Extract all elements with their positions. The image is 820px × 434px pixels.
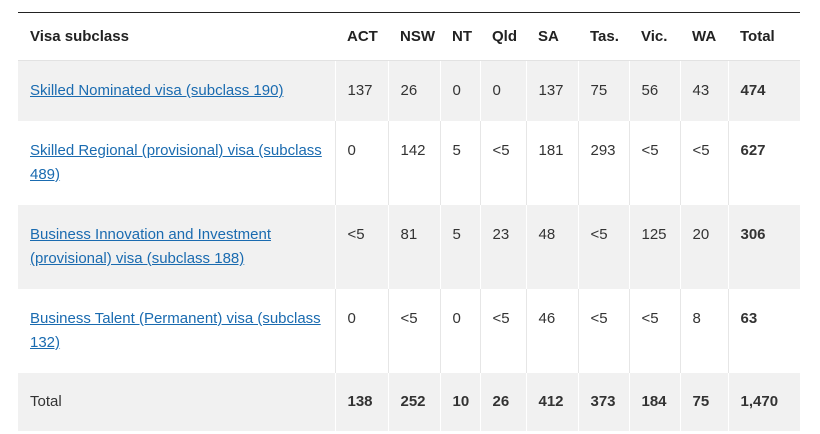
cell-nt: 5 [440,121,481,205]
cell-total: 474 [728,60,800,121]
visa-cell: Business Innovation and Investment (prov… [18,205,336,289]
total-vic: 184 [629,373,681,431]
cell-sa: 46 [526,289,579,373]
total-row: Total 138 252 10 26 412 373 184 75 1,470 [18,373,800,431]
visa-link-489[interactable]: Skilled Regional (provisional) visa (sub… [30,142,322,183]
visa-link-132[interactable]: Business Talent (Permanent) visa (subcla… [30,310,321,351]
col-header-vic: Vic. [629,13,680,61]
cell-nsw: 26 [388,60,441,121]
col-header-wa: WA [680,13,728,61]
cell-wa: 43 [680,60,729,121]
visa-cell: Skilled Regional (provisional) visa (sub… [18,121,336,205]
cell-tas: <5 [578,205,630,289]
table-row: Skilled Regional (provisional) visa (sub… [18,121,800,205]
grand-total: 1,470 [728,373,800,431]
cell-qld: <5 [480,121,527,205]
total-nt: 10 [440,373,481,431]
total-nsw: 252 [388,373,441,431]
col-header-act: ACT [335,13,388,61]
cell-vic: 56 [629,60,681,121]
cell-tas: 293 [578,121,630,205]
cell-qld: 23 [480,205,527,289]
col-header-qld: Qld [480,13,526,61]
visa-link-190[interactable]: Skilled Nominated visa (subclass 190) [30,82,284,99]
table-row: Business Talent (Permanent) visa (subcla… [18,289,800,373]
col-header-visa: Visa subclass [18,13,335,61]
cell-nsw: <5 [388,289,441,373]
col-header-total: Total [728,13,800,61]
cell-act: 0 [335,121,389,205]
visa-allocation-table: Visa subclass ACT NSW NT Qld SA Tas. Vic… [18,13,800,431]
total-act: 138 [335,373,389,431]
table-top-rule [18,12,800,13]
cell-sa: 181 [526,121,579,205]
cell-vic: <5 [629,121,681,205]
cell-wa: 8 [680,289,729,373]
cell-act: 137 [335,60,389,121]
cell-sa: 48 [526,205,579,289]
total-wa: 75 [680,373,729,431]
total-sa: 412 [526,373,579,431]
cell-qld: 0 [480,60,527,121]
cell-nt: 0 [440,60,481,121]
cell-nsw: 142 [388,121,441,205]
col-header-nsw: NSW [388,13,440,61]
visa-table-container: Visa subclass ACT NSW NT Qld SA Tas. Vic… [18,0,800,434]
cell-act: <5 [335,205,389,289]
col-header-sa: SA [526,13,578,61]
col-header-tas: Tas. [578,13,629,61]
cell-wa: 20 [680,205,729,289]
total-tas: 373 [578,373,630,431]
cell-nsw: 81 [388,205,441,289]
cell-sa: 137 [526,60,579,121]
table-row: Skilled Nominated visa (subclass 190) 13… [18,60,800,121]
table-row: Business Innovation and Investment (prov… [18,205,800,289]
cell-total: 63 [728,289,800,373]
visa-cell: Business Talent (Permanent) visa (subcla… [18,289,336,373]
cell-wa: <5 [680,121,729,205]
cell-tas: <5 [578,289,630,373]
total-label: Total [18,373,336,431]
header-row: Visa subclass ACT NSW NT Qld SA Tas. Vic… [18,13,800,61]
cell-total: 627 [728,121,800,205]
visa-link-188[interactable]: Business Innovation and Investment (prov… [30,226,271,267]
cell-nt: 0 [440,289,481,373]
cell-qld: <5 [480,289,527,373]
cell-vic: 125 [629,205,681,289]
visa-cell: Skilled Nominated visa (subclass 190) [18,60,336,121]
total-qld: 26 [480,373,527,431]
col-header-nt: NT [440,13,480,61]
cell-tas: 75 [578,60,630,121]
cell-act: 0 [335,289,389,373]
cell-total: 306 [728,205,800,289]
cell-nt: 5 [440,205,481,289]
cell-vic: <5 [629,289,681,373]
